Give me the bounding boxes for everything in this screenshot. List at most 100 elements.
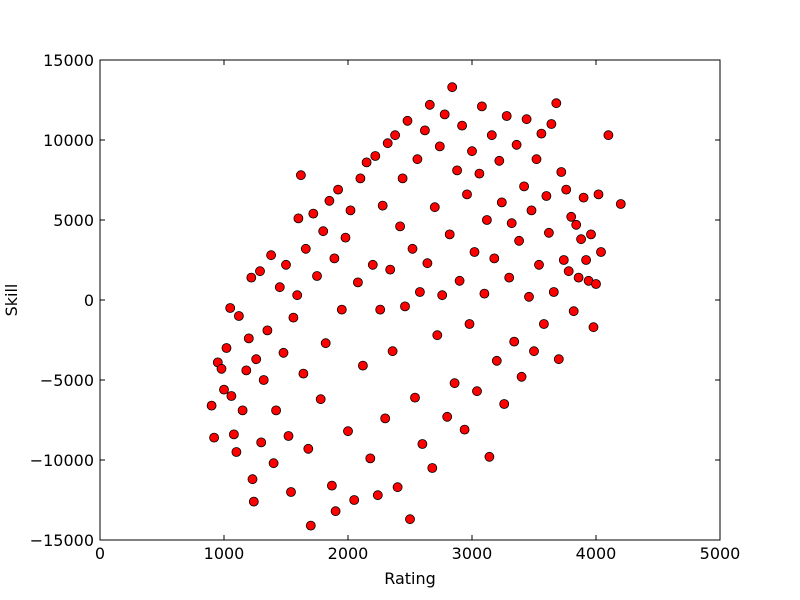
y-tick-label: −10000 bbox=[30, 451, 94, 470]
data-point bbox=[305, 520, 316, 531]
data-point bbox=[274, 282, 285, 293]
data-point bbox=[417, 439, 428, 449]
data-point bbox=[209, 432, 220, 443]
data-point bbox=[556, 167, 567, 177]
data-point bbox=[472, 386, 482, 397]
data-point bbox=[566, 211, 577, 222]
data-point bbox=[509, 336, 520, 347]
data-point bbox=[268, 458, 279, 469]
data-point bbox=[541, 191, 552, 201]
y-tick-label: −15000 bbox=[30, 531, 94, 550]
data-point bbox=[402, 115, 413, 126]
data-point bbox=[519, 181, 529, 192]
data-point bbox=[295, 170, 306, 181]
data-point bbox=[395, 221, 406, 232]
data-point bbox=[481, 215, 492, 225]
data-point bbox=[228, 429, 239, 440]
data-point bbox=[539, 319, 549, 329]
y-tick-label: 10000 bbox=[43, 131, 94, 150]
data-point bbox=[397, 173, 408, 184]
data-point bbox=[345, 205, 356, 216]
data-point bbox=[243, 333, 254, 344]
data-point bbox=[419, 125, 430, 136]
data-point bbox=[288, 312, 299, 323]
data-point bbox=[444, 229, 455, 240]
data-point bbox=[561, 184, 572, 195]
data-point bbox=[491, 355, 502, 366]
data-point bbox=[367, 259, 378, 270]
data-points bbox=[206, 82, 626, 531]
data-point bbox=[216, 363, 227, 374]
data-point bbox=[439, 109, 450, 120]
x-axis-label: Rating bbox=[384, 569, 436, 588]
y-tick-label: 15000 bbox=[43, 51, 94, 70]
data-point bbox=[380, 413, 391, 424]
data-point bbox=[457, 120, 468, 131]
data-point bbox=[424, 99, 435, 110]
x-tick-label: 5000 bbox=[700, 544, 741, 563]
data-point bbox=[258, 375, 269, 385]
data-point bbox=[226, 391, 237, 401]
data-point bbox=[596, 247, 606, 257]
data-point bbox=[293, 213, 304, 224]
data-point bbox=[499, 399, 510, 409]
y-tick-label: −5000 bbox=[40, 371, 94, 390]
data-point bbox=[343, 426, 353, 437]
data-point bbox=[292, 290, 303, 301]
data-point bbox=[370, 151, 381, 161]
x-tick-label: 4000 bbox=[576, 544, 617, 563]
data-point bbox=[553, 354, 564, 365]
data-point bbox=[603, 130, 614, 141]
data-point bbox=[534, 259, 544, 270]
data-point bbox=[489, 253, 500, 264]
data-point bbox=[308, 208, 319, 219]
data-point bbox=[375, 304, 386, 315]
y-axis-ticks: −15000 −10000 −5000 0 5000 10000 15000 bbox=[30, 51, 720, 550]
data-point bbox=[247, 474, 258, 485]
data-point bbox=[361, 157, 372, 168]
data-point bbox=[233, 311, 244, 321]
data-point bbox=[434, 141, 445, 152]
data-point bbox=[231, 447, 242, 457]
data-point bbox=[400, 301, 410, 312]
data-point bbox=[225, 303, 236, 313]
data-point bbox=[459, 424, 470, 435]
data-point bbox=[412, 154, 423, 165]
data-point bbox=[392, 482, 403, 493]
data-point bbox=[382, 138, 393, 149]
data-point bbox=[469, 247, 480, 257]
data-point bbox=[352, 277, 363, 288]
data-point bbox=[526, 205, 537, 216]
data-point bbox=[312, 271, 322, 281]
data-point bbox=[521, 114, 532, 125]
x-tick-label: 3000 bbox=[452, 544, 493, 563]
data-point bbox=[206, 400, 217, 411]
data-point bbox=[262, 325, 273, 336]
data-point bbox=[248, 496, 259, 507]
data-point bbox=[558, 255, 569, 265]
data-point bbox=[340, 232, 351, 243]
data-point bbox=[516, 371, 527, 382]
data-point bbox=[372, 490, 383, 501]
y-tick-label: 0 bbox=[84, 291, 94, 310]
data-point bbox=[255, 266, 265, 277]
data-point bbox=[355, 173, 366, 184]
y-tick-label: 5000 bbox=[53, 211, 94, 230]
data-point bbox=[271, 405, 282, 416]
data-point bbox=[544, 227, 554, 238]
data-point bbox=[536, 128, 547, 139]
data-point bbox=[496, 197, 507, 208]
data-point bbox=[298, 368, 309, 379]
data-point bbox=[241, 365, 252, 376]
x-tick-label: 1000 bbox=[204, 544, 245, 563]
data-point bbox=[407, 243, 418, 254]
data-point bbox=[464, 319, 475, 329]
data-point bbox=[283, 431, 294, 441]
data-point bbox=[506, 218, 517, 229]
data-point bbox=[578, 192, 589, 203]
data-point bbox=[442, 411, 453, 422]
data-point bbox=[588, 322, 599, 333]
data-point bbox=[467, 146, 477, 157]
data-point bbox=[568, 306, 579, 317]
